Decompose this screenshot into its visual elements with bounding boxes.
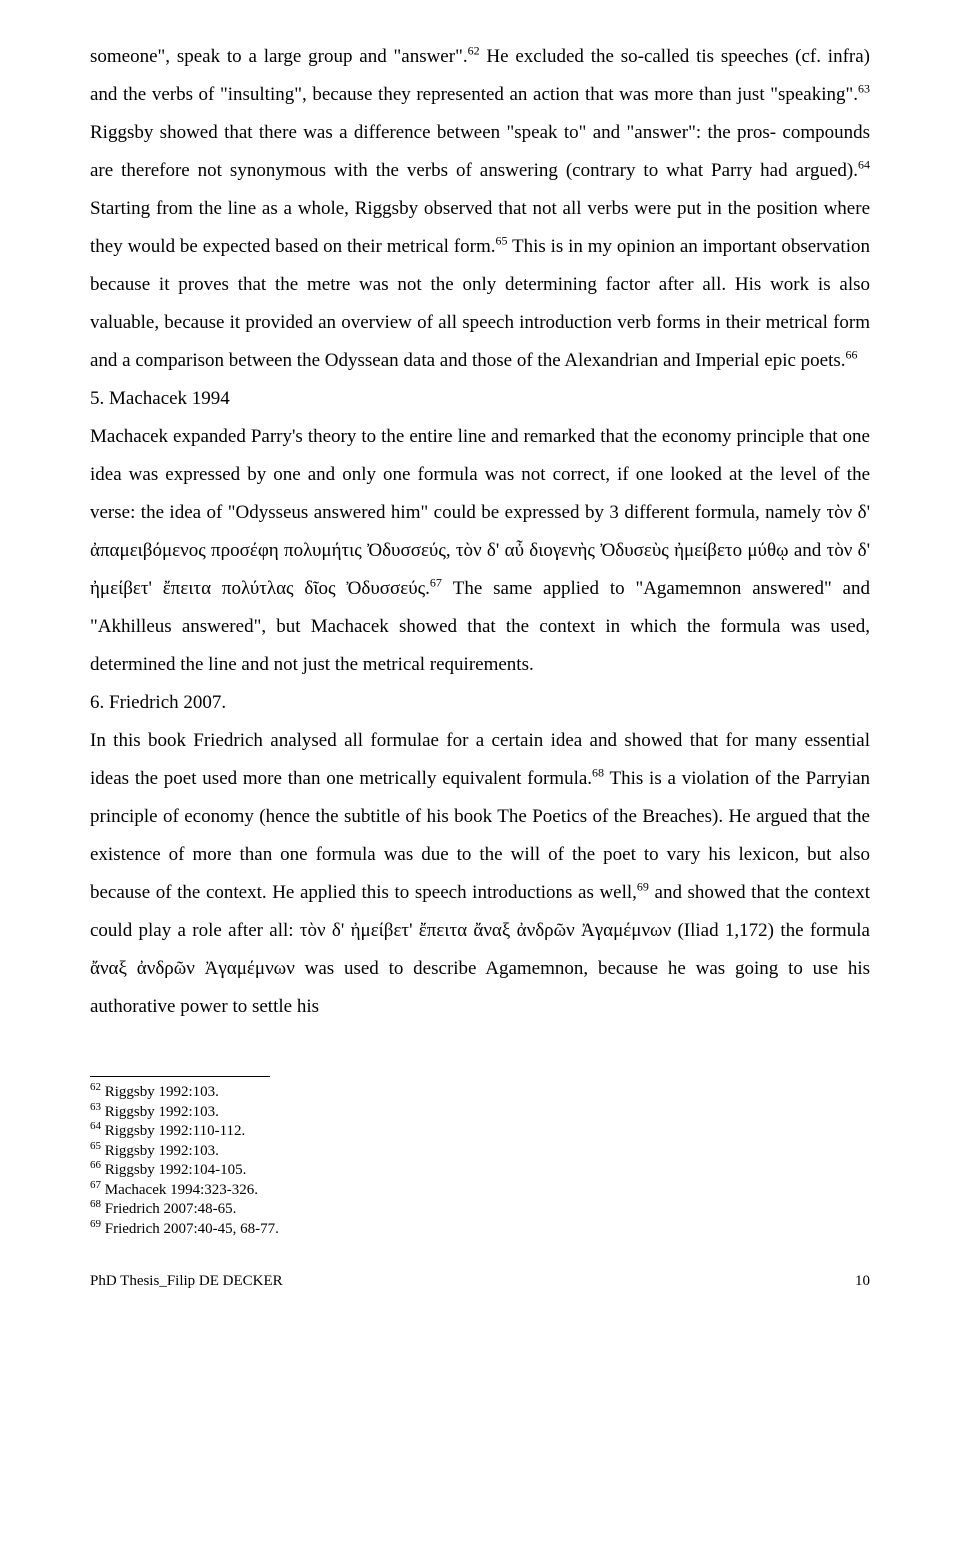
text: someone", speak to a large group and "an… [90,46,468,67]
section-heading-6: 6. Friedrich 2007. [90,684,870,722]
footnote-text: Riggsby 1992:110-112. [101,1123,245,1139]
paragraph-1: someone", speak to a large group and "an… [90,38,870,380]
footnote-text: Machacek 1994:323-326. [101,1182,258,1198]
footnote-number: 62 [90,1081,101,1093]
footnote-ref-68: 68 [592,766,604,780]
footnote-69: 69 Friedrich 2007:40-45, 68-77. [90,1220,870,1240]
footnote-ref-64: 64 [858,158,870,172]
page-footer: PhD Thesis_Filip DE DECKER 10 [90,1273,870,1290]
footnote-ref-67: 67 [430,576,442,590]
footnote-text: Riggsby 1992:103. [101,1143,219,1159]
paragraph-3: In this book Friedrich analysed all form… [90,722,870,1026]
footnote-ref-65: 65 [495,234,507,248]
paragraph-2: Machacek expanded Parry's theory to the … [90,418,870,684]
footnote-separator [90,1076,270,1077]
footnote-68: 68 Friedrich 2007:48-65. [90,1200,870,1220]
footnote-text: Friedrich 2007:48-65. [101,1201,236,1217]
footnote-ref-62: 62 [468,44,480,58]
footnote-text: Riggsby 1992:104-105. [101,1162,246,1178]
footnote-62: 62 Riggsby 1992:103. [90,1083,870,1103]
footnotes-block: 62 Riggsby 1992:103. 63 Riggsby 1992:103… [90,1076,870,1239]
footnote-text: Riggsby 1992:103. [101,1084,219,1100]
text: Machacek expanded Parry's theory to the … [90,426,870,599]
footnote-63: 63 Riggsby 1992:103. [90,1103,870,1123]
footnote-ref-69: 69 [637,880,649,894]
footnote-number: 63 [90,1101,101,1113]
footnote-64: 64 Riggsby 1992:110-112. [90,1122,870,1142]
footnote-number: 69 [90,1218,101,1230]
footnote-number: 68 [90,1198,101,1210]
footnote-number: 65 [90,1140,101,1152]
footnote-text: Riggsby 1992:103. [101,1104,219,1120]
footnote-number: 66 [90,1159,101,1171]
footnote-67: 67 Machacek 1994:323-326. [90,1181,870,1201]
page-number: 10 [855,1273,870,1290]
footnote-65: 65 Riggsby 1992:103. [90,1142,870,1162]
footnote-ref-63: 63 [858,82,870,96]
footer-left: PhD Thesis_Filip DE DECKER [90,1273,283,1290]
text: Riggsby showed that there was a differen… [90,122,870,181]
footnote-66: 66 Riggsby 1992:104-105. [90,1161,870,1181]
footnote-number: 64 [90,1120,101,1132]
footnote-number: 67 [90,1179,101,1191]
footnote-text: Friedrich 2007:40-45, 68-77. [101,1221,279,1237]
footnote-ref-66: 66 [846,348,858,362]
section-heading-5: 5. Machacek 1994 [90,380,870,418]
